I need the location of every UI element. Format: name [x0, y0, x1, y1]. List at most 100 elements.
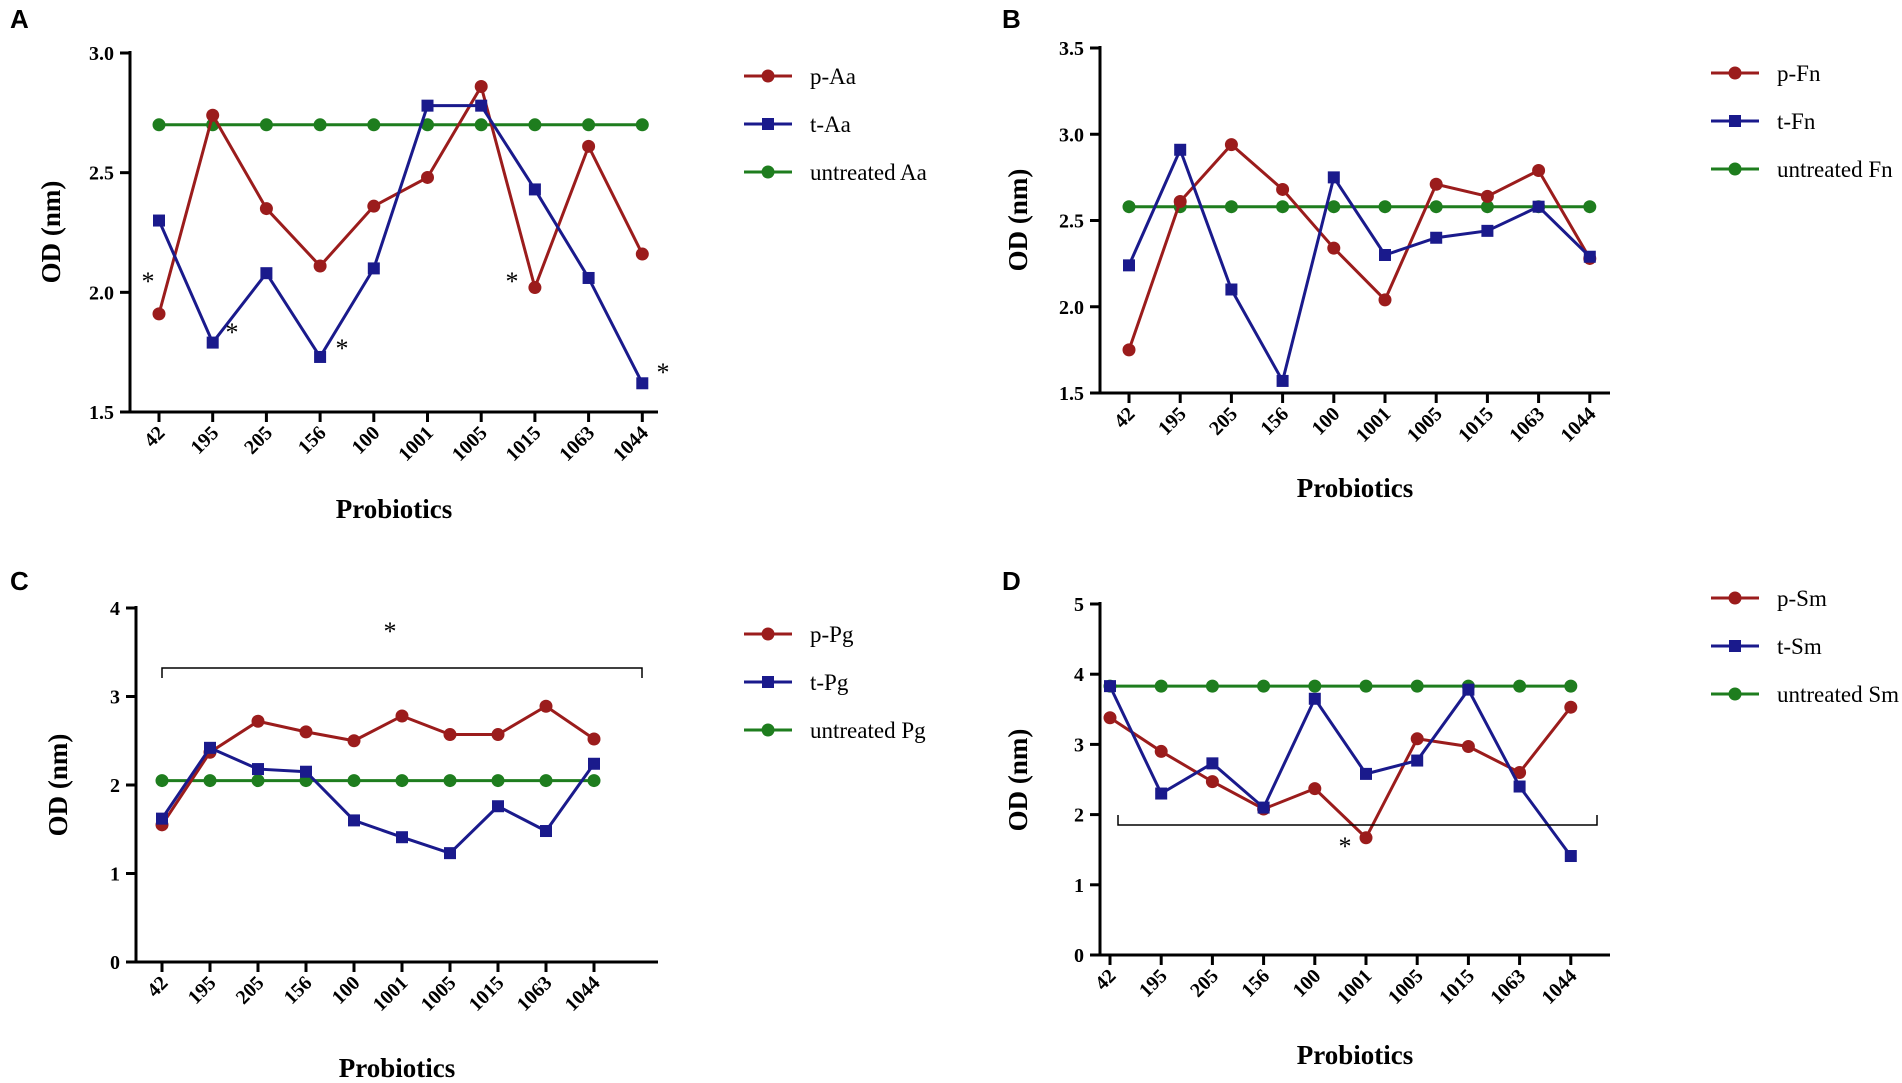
data-point-circle	[1173, 195, 1187, 209]
series-line-t-sm	[1108, 685, 1573, 857]
legend-marker-circle	[1728, 591, 1742, 605]
data-point-circle	[1480, 200, 1494, 214]
x-tick-label: 156	[280, 972, 317, 1009]
panel-a: A1.52.02.53.042 195 205 156 100 1001 1005 1015 1…	[10, 4, 927, 524]
x-tick-label: 1063	[1486, 965, 1530, 1009]
x-tick-label: 195	[1135, 965, 1172, 1002]
y-tick-label: 2.0	[1059, 297, 1084, 319]
legend-marker-circle	[1728, 66, 1742, 80]
data-point-square	[1379, 249, 1391, 261]
data-point-square	[444, 847, 456, 860]
data-point-circle	[1154, 679, 1168, 693]
legend-label: p-Fn	[1777, 61, 1821, 86]
y-tick-label: 1	[1074, 875, 1084, 897]
x-tick-label: 100	[328, 972, 365, 1009]
data-point-square	[540, 825, 552, 838]
y-tick-label: 1.5	[89, 402, 114, 424]
data-point-square	[1174, 143, 1187, 156]
panel-letter: C	[10, 566, 29, 596]
legend-label: untreated Sm	[1777, 682, 1899, 707]
data-point-circle	[1532, 163, 1546, 177]
y-tick-label: 2	[110, 775, 120, 797]
x-tick-label: 1063	[1505, 403, 1549, 447]
y-tick-label: 0	[110, 952, 120, 974]
y-tick-label: 4	[1074, 664, 1084, 686]
data-point-square	[1532, 200, 1545, 213]
data-point-circle	[1378, 200, 1392, 214]
data-point-circle	[582, 118, 596, 132]
x-axis-title: Probiotics	[1297, 473, 1414, 503]
data-point-circle	[152, 118, 166, 132]
x-tick-label: 156	[294, 422, 331, 459]
data-point-circle	[251, 714, 265, 728]
legend-marker-circle	[1728, 687, 1742, 701]
x-tick-label: 1001	[1333, 965, 1377, 1009]
data-point-square	[260, 267, 273, 280]
x-tick-label: 1015	[1454, 403, 1498, 447]
significance-asterisk: *	[506, 267, 519, 296]
data-point-circle	[395, 709, 409, 723]
x-tick-label: 42	[1091, 965, 1121, 995]
x-tick-label: 195	[186, 422, 223, 459]
data-point-square	[1513, 780, 1526, 793]
data-point-circle	[474, 80, 488, 94]
data-point-square	[1583, 250, 1596, 263]
x-tick-label: 1044	[561, 972, 605, 1016]
data-point-circle	[1410, 732, 1424, 746]
data-point-circle	[539, 699, 553, 713]
y-tick-label: 2.5	[1059, 211, 1084, 233]
data-point-circle	[367, 199, 381, 213]
data-point-circle	[1205, 775, 1219, 789]
x-tick-label: 1005	[1403, 403, 1447, 447]
data-point-square	[1257, 801, 1270, 814]
y-axis-title: OD (nm)	[1003, 169, 1033, 272]
panel-c: C 0 1 2 3 4 42 195 205 156 100 1001 1005 1015 1063 1044…	[10, 566, 926, 1083]
data-point-square	[396, 831, 408, 844]
data-point-circle	[1122, 200, 1136, 214]
y-tick-label: 5	[1074, 594, 1084, 616]
data-point-circle	[313, 259, 327, 273]
legend-marker-circle	[761, 165, 775, 179]
y-tick-label: 3	[1074, 734, 1084, 756]
legend-label: untreated Pg	[810, 718, 926, 743]
x-tick-label: 1044	[1537, 965, 1581, 1009]
data-point-square	[252, 763, 264, 776]
series-line-p-sm	[1109, 706, 1572, 841]
data-point-circle	[1308, 679, 1322, 693]
data-point-square	[528, 183, 541, 196]
y-axis-title: OD (nm)	[36, 181, 66, 284]
data-point-circle	[1378, 293, 1392, 307]
data-point-circle	[1205, 679, 1219, 693]
data-point-square	[367, 262, 380, 275]
data-point-circle	[1103, 711, 1117, 725]
data-point-square	[348, 814, 360, 827]
legend-marker-circle	[761, 69, 775, 83]
data-point-circle	[443, 774, 457, 788]
data-point-circle	[1461, 740, 1475, 754]
series-line-t-fn	[1127, 145, 1591, 385]
significance-asterisk: *	[384, 617, 397, 646]
data-point-square	[1206, 757, 1219, 770]
legend-marker-circle	[761, 627, 775, 641]
x-tick-label: 1001	[1352, 403, 1396, 447]
data-point-circle	[1564, 700, 1578, 714]
panel-letter: B	[1002, 4, 1021, 34]
data-point-circle	[587, 774, 601, 788]
data-point-circle	[421, 170, 434, 184]
data-point-circle	[587, 732, 601, 746]
data-point-circle	[313, 118, 327, 132]
data-point-square	[300, 765, 312, 778]
y-axis-title: OD (nm)	[43, 734, 73, 837]
data-point-circle	[1359, 831, 1373, 845]
legend-label: untreated Aa	[810, 160, 927, 185]
x-tick-label: 156	[1256, 403, 1293, 440]
significance-asterisk: *	[226, 318, 239, 347]
data-point-circle	[1513, 679, 1527, 693]
data-point-circle	[635, 247, 649, 261]
data-point-circle	[206, 108, 220, 122]
data-point-circle	[491, 728, 505, 742]
data-point-square	[582, 271, 595, 284]
data-point-square	[1481, 224, 1494, 237]
x-axis-title: Probiotics	[339, 1053, 456, 1083]
